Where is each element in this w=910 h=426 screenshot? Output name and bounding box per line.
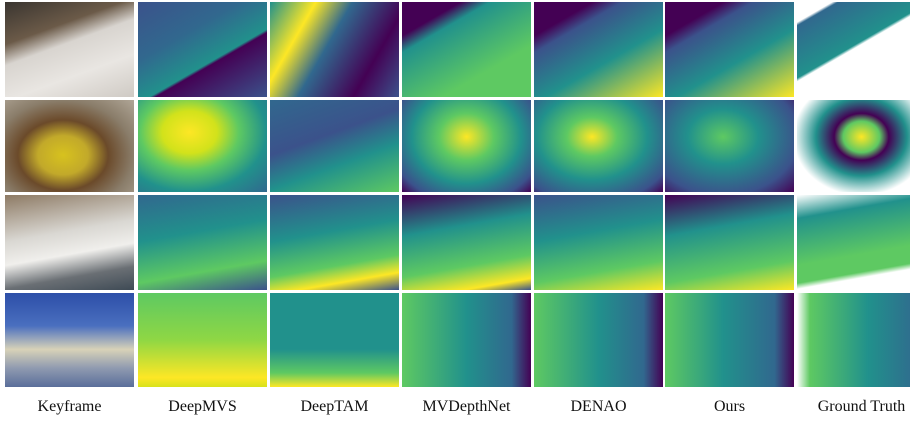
figure: KeyframeDeepMVSDeepTAMMVDepthNetDENAOOur… xyxy=(0,0,910,426)
depth-map xyxy=(534,293,663,387)
depth-map xyxy=(534,2,663,97)
depth-map xyxy=(402,195,531,290)
depth-map xyxy=(138,2,267,97)
depth-map xyxy=(270,2,399,97)
keyframe-image xyxy=(5,195,134,290)
depth-map xyxy=(665,2,794,97)
depth-map xyxy=(270,293,399,387)
depth-map xyxy=(534,100,663,192)
depth-map xyxy=(138,100,267,192)
depth-map xyxy=(402,293,531,387)
keyframe-image xyxy=(5,100,134,192)
column-label: Ground Truth xyxy=(777,398,910,416)
depth-map xyxy=(797,100,910,192)
depth-map xyxy=(270,100,399,192)
depth-map xyxy=(665,293,794,387)
depth-map xyxy=(402,100,531,192)
depth-map xyxy=(665,100,794,192)
keyframe-image xyxy=(5,293,134,387)
depth-map xyxy=(665,195,794,290)
depth-map xyxy=(270,195,399,290)
depth-map xyxy=(138,293,267,387)
depth-map xyxy=(797,293,910,387)
keyframe-image xyxy=(5,2,134,97)
depth-map xyxy=(402,2,531,97)
depth-map xyxy=(797,2,910,97)
depth-map xyxy=(797,195,910,290)
depth-map xyxy=(138,195,267,290)
depth-map xyxy=(534,195,663,290)
